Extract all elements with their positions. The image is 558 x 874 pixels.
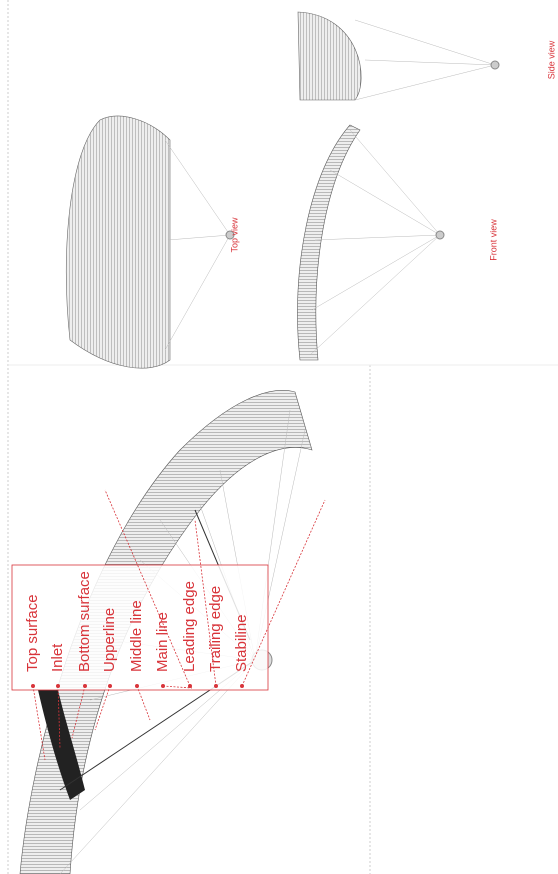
top-view	[65, 115, 235, 369]
view-label: Side view	[546, 40, 556, 79]
view-label: Front view	[488, 219, 498, 261]
label: Top surface	[24, 594, 41, 672]
pointer	[162, 685, 193, 689]
label: Upperline	[101, 608, 118, 672]
label: Main line	[154, 612, 171, 672]
side-view	[297, 11, 500, 101]
label: Inlet	[49, 643, 66, 672]
pointer	[94, 685, 111, 731]
pointer	[32, 685, 46, 761]
pointer	[241, 499, 326, 687]
view-label: Top view	[229, 217, 239, 253]
pointer	[71, 685, 86, 739]
label: Bottom surface	[76, 571, 93, 672]
label: Trailing edge	[207, 586, 224, 672]
label: Leading edge	[181, 581, 198, 672]
label: Middle line	[128, 600, 145, 672]
front-view	[297, 124, 445, 361]
pointer	[104, 489, 191, 687]
pointer	[136, 685, 151, 721]
label: Stabiline	[233, 614, 250, 672]
